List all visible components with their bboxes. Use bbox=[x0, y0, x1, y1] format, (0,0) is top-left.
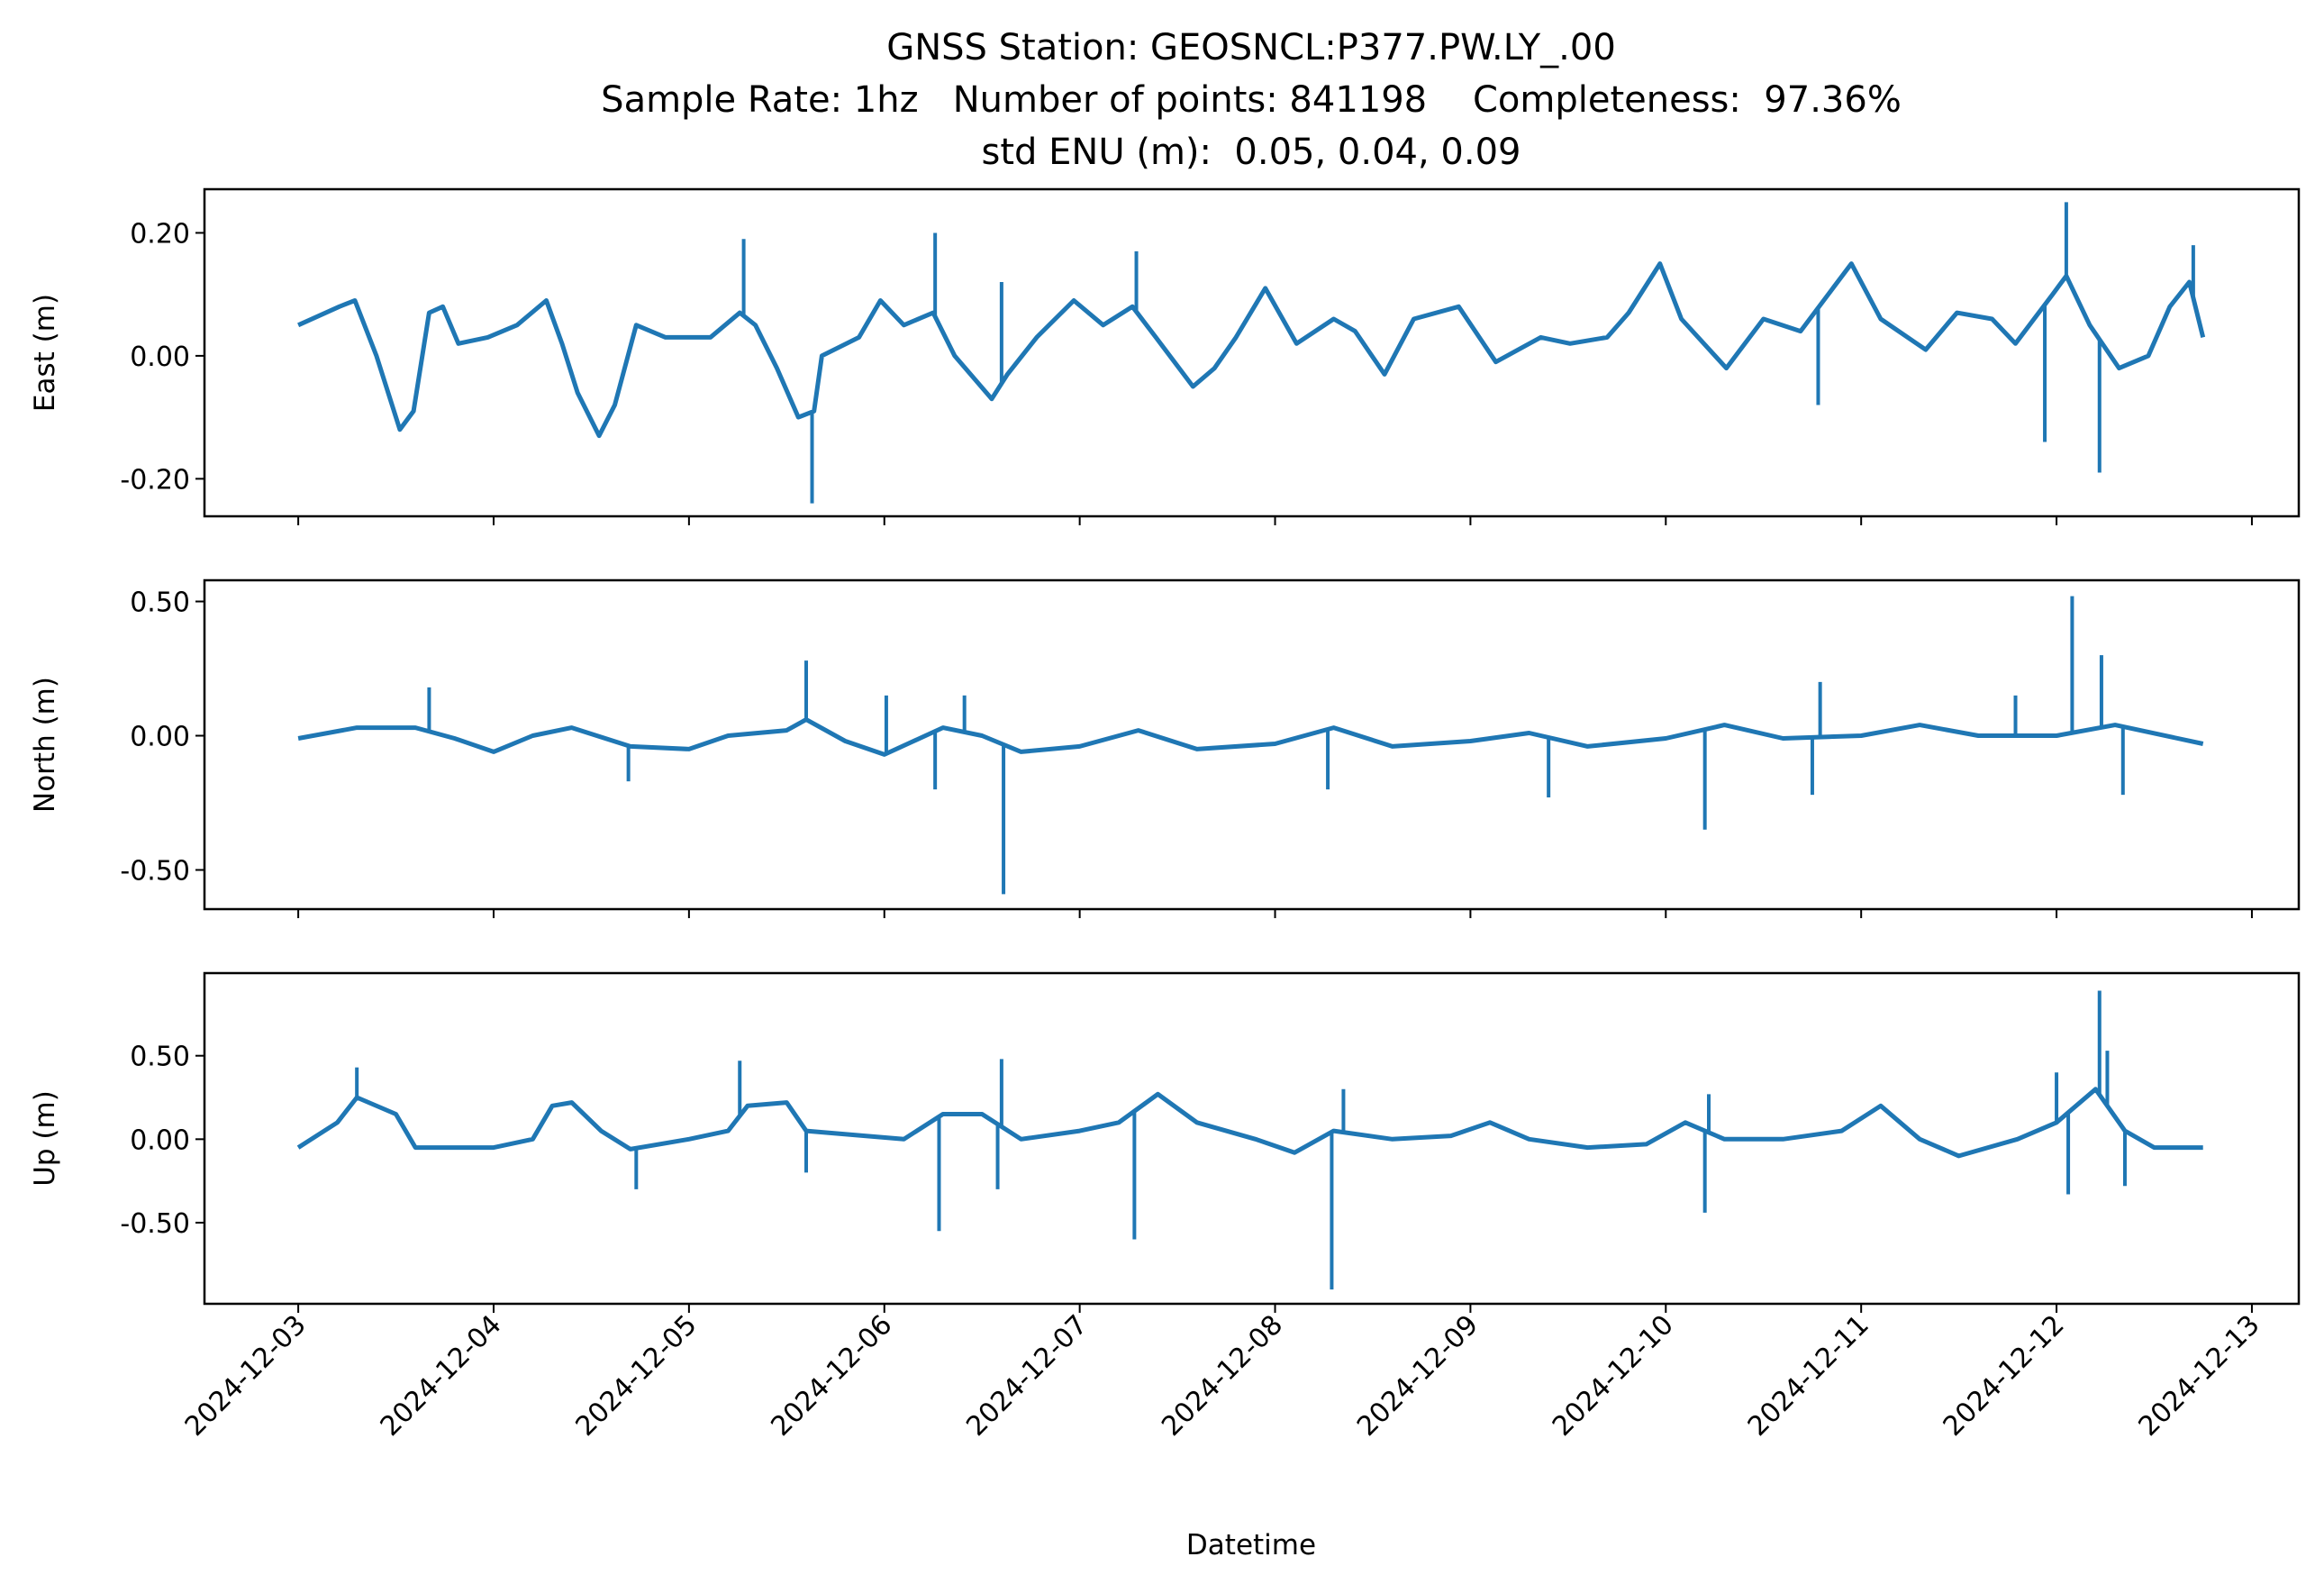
chart-title-line-2: Sample Rate: 1hz Number of points: 84119… bbox=[601, 79, 1902, 121]
x-tick-label: 2024-12-10 bbox=[1547, 1309, 1680, 1443]
x-axis-label: Datetime bbox=[1186, 1529, 1316, 1561]
y-tick-label: 0.00 bbox=[130, 722, 190, 753]
x-tick-label: 2024-12-09 bbox=[1351, 1309, 1484, 1443]
y-tick-label: 0.50 bbox=[130, 1042, 190, 1073]
x-tick-label: 2024-12-08 bbox=[1156, 1309, 1289, 1443]
axes-frame bbox=[203, 187, 2301, 518]
x-tick-label: 2024-12-12 bbox=[1938, 1309, 2071, 1443]
chart-title-line-1: GNSS Station: GEOSNCL:P377.PW.LY_.00 bbox=[886, 27, 1616, 68]
x-tick-label: 2024-12-03 bbox=[179, 1309, 313, 1443]
y-tick-label: 0.50 bbox=[130, 587, 190, 619]
x-tick-label: 2024-12-06 bbox=[765, 1309, 898, 1443]
y-tick-label: 0.00 bbox=[130, 341, 190, 373]
x-tick-label: 2024-12-04 bbox=[375, 1309, 508, 1443]
y-tick-label: -0.50 bbox=[120, 855, 190, 887]
series-line-up bbox=[296, 1087, 2203, 1159]
y-axis-label: East (m) bbox=[29, 294, 61, 412]
panel-up: 0.50 0.00 -0.50 Up (m) bbox=[29, 971, 2301, 1313]
y-axis-label: Up (m) bbox=[29, 1090, 61, 1187]
y-tick-label: 0.20 bbox=[130, 218, 190, 250]
panel-north: 0.50 0.00 -0.50 North (m) bbox=[29, 578, 2301, 918]
panel-east: 0.20 0.00 -0.20 East (m) bbox=[29, 187, 2301, 525]
x-tick-label: 2024-12-07 bbox=[960, 1309, 1094, 1443]
y-tick-label: -0.50 bbox=[120, 1208, 190, 1240]
x-tick-label: 2024-12-11 bbox=[1742, 1309, 1875, 1443]
y-axis-label: North (m) bbox=[29, 677, 61, 813]
series-line-east bbox=[297, 261, 2206, 439]
x-tick-label: 2024-12-13 bbox=[2133, 1309, 2266, 1443]
axes-frame bbox=[203, 578, 2301, 911]
x-tick-label: 2024-12-05 bbox=[569, 1309, 703, 1443]
series-line-north bbox=[297, 717, 2204, 757]
y-tick-label: 0.00 bbox=[130, 1124, 190, 1156]
y-tick-label: -0.20 bbox=[120, 464, 190, 496]
chart-title-line-3: std ENU (m): 0.05, 0.04, 0.09 bbox=[982, 132, 1521, 173]
